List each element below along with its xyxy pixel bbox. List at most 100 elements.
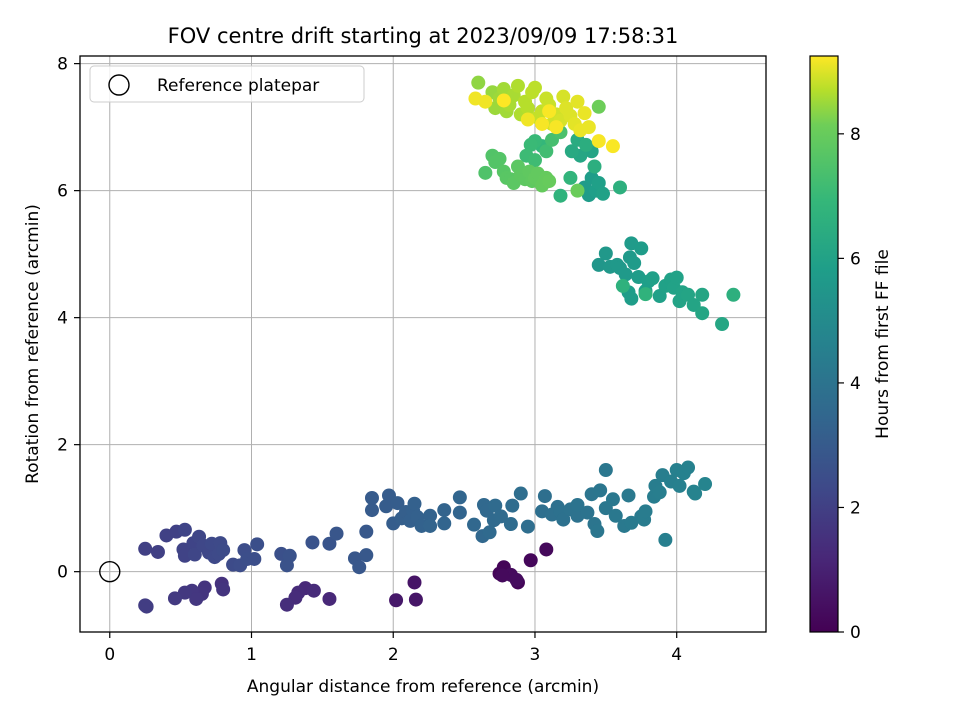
data-point (478, 165, 493, 180)
data-point (510, 78, 525, 93)
data-point (423, 508, 438, 523)
data-point (520, 101, 535, 116)
data-point (593, 483, 608, 498)
data-point (407, 575, 422, 590)
data-point (553, 188, 568, 203)
data-point (359, 548, 374, 563)
data-point (513, 486, 528, 501)
colorbar-label: Hours from first FF file (873, 249, 893, 439)
data-point (523, 137, 538, 152)
data-point (150, 544, 165, 559)
data-point (681, 287, 696, 302)
data-point (250, 537, 265, 552)
legend: Reference platepar (89, 65, 365, 103)
reference-platepar-marker (99, 560, 121, 583)
data-point (279, 597, 294, 612)
data-point (306, 583, 321, 598)
y-tick-label: 0 (57, 563, 68, 583)
data-point (570, 94, 585, 109)
y-tick-label: 4 (57, 309, 68, 329)
data-point (624, 291, 639, 306)
data-point (564, 144, 579, 159)
data-point (478, 94, 493, 109)
legend-label-reference: Reference platepar (157, 76, 319, 96)
data-point (537, 489, 552, 504)
data-point (726, 287, 741, 302)
data-point (138, 541, 153, 556)
data-point (488, 498, 503, 513)
data-point (496, 82, 511, 97)
data-point (247, 551, 262, 566)
data-point (520, 519, 535, 534)
colorbar-ticks: 0 2 4 6 8 (838, 125, 861, 643)
data-point (591, 257, 606, 272)
data-point (618, 267, 633, 282)
data-point (672, 478, 687, 493)
data-point (549, 120, 564, 135)
data-point (216, 543, 231, 558)
plot-frame (79, 55, 767, 633)
data-point (177, 522, 192, 537)
data-point (621, 488, 636, 503)
data-point (509, 572, 524, 587)
data-point (698, 477, 713, 492)
data-point (542, 104, 557, 119)
x-tick-label: 4 (671, 645, 682, 665)
data-point (452, 490, 467, 505)
colorbar-tick-label: 4 (850, 374, 861, 394)
data-point (587, 159, 602, 174)
data-point (688, 486, 703, 501)
x-tick-label: 3 (530, 645, 541, 665)
data-point (437, 503, 452, 518)
data-point (535, 116, 550, 131)
data-point (591, 99, 606, 114)
data-point (471, 75, 486, 90)
data-point (187, 547, 202, 562)
x-tick-label: 2 (388, 645, 399, 665)
y-axis-label: Rotation from reference (arcmin) (23, 204, 43, 484)
data-point (570, 497, 585, 512)
data-point (652, 289, 667, 304)
data-point (645, 271, 660, 286)
y-axis-ticks: 0 2 4 6 8 (57, 55, 80, 583)
data-point (467, 517, 482, 532)
data-point (669, 270, 684, 285)
data-point (527, 153, 542, 168)
data-point (539, 542, 554, 557)
data-point (556, 512, 571, 527)
colorbar-tick-label: 2 (850, 498, 861, 518)
data-point (563, 170, 578, 185)
x-tick-label: 1 (246, 645, 257, 665)
chart-title: FOV centre drift starting at 2023/09/09 … (168, 24, 679, 48)
data-point (695, 306, 710, 321)
data-point (591, 134, 606, 149)
data-point (482, 525, 497, 540)
x-axis-ticks: 0 1 2 3 4 (104, 632, 682, 665)
data-point (505, 498, 520, 513)
data-point (605, 139, 620, 154)
data-point (390, 496, 405, 511)
data-point (598, 463, 613, 478)
data-point (580, 505, 595, 520)
colorbar: 0 2 4 6 8 Hours from first FF file (809, 55, 893, 643)
data-point (624, 515, 639, 530)
colorbar-tick-label: 6 (850, 249, 861, 269)
data-point (503, 517, 518, 532)
data-point (598, 246, 613, 261)
y-tick-label: 2 (57, 436, 68, 456)
colorbar-frame (809, 55, 839, 633)
colorbar-tick-label: 0 (850, 623, 861, 643)
data-point (282, 548, 297, 563)
data-point (542, 174, 557, 189)
data-point (613, 180, 628, 195)
data-point (520, 112, 535, 127)
data-point (581, 120, 596, 135)
data-point (364, 491, 379, 506)
legend-box (89, 65, 365, 103)
data-point (681, 460, 696, 475)
data-point (352, 560, 367, 575)
data-point (359, 524, 374, 539)
data-point (527, 80, 542, 95)
data-point (570, 183, 585, 198)
legend-marker-reference (108, 74, 130, 96)
